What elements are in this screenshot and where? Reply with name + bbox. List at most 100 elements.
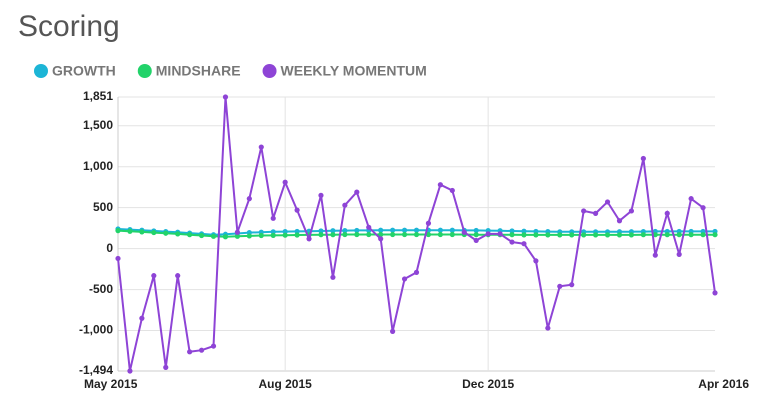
y-tick-label: 1,000 [83,159,113,173]
point [652,252,658,258]
point [318,192,324,198]
point [163,364,169,370]
legend-label: MINDSHARE [156,63,241,79]
chart-title: Scoring [18,10,120,43]
point [115,255,121,262]
point [628,232,635,238]
point [497,231,503,237]
point [688,196,694,202]
point [425,231,432,238]
point [473,227,479,234]
point [664,210,670,216]
point [569,282,575,288]
point [270,215,276,221]
point [234,233,240,239]
point [246,196,252,202]
legend-marker [137,64,152,78]
point [712,232,718,238]
point [652,232,658,238]
point [581,232,587,238]
point [330,274,336,280]
point [557,232,563,238]
point [700,232,706,238]
point [222,234,229,240]
point [676,232,682,238]
point [700,205,706,211]
legend-marker [34,64,48,78]
point [712,290,718,296]
point [545,325,551,331]
point [545,232,551,238]
point [390,328,396,334]
legend-label: GROWTH [52,63,116,79]
point [258,232,264,239]
point [294,232,300,238]
point [294,207,300,213]
point [533,232,539,238]
point [437,182,443,188]
point [557,283,563,289]
point [210,343,217,349]
point [378,236,384,242]
point [425,220,432,226]
y-tick-label: 500 [93,200,113,214]
point [533,258,539,264]
point [318,232,324,238]
point [616,218,623,224]
point [354,227,360,234]
point [198,347,205,353]
point [175,273,181,279]
point [640,155,646,162]
point [330,228,336,234]
point [378,227,384,233]
x-tick-label: Apr 2016 [698,377,749,391]
point [187,349,193,355]
point [282,179,288,185]
point [449,231,455,238]
point [569,232,575,238]
point [401,231,408,238]
x-tick-label: Dec 2015 [462,377,514,391]
point [401,276,408,282]
point [187,232,193,238]
point [234,229,240,235]
point [139,315,145,321]
point [509,228,515,234]
point [401,227,408,233]
point [413,231,420,238]
point [258,144,264,150]
point [413,227,420,233]
point [593,232,599,238]
point [282,228,288,235]
point [581,208,587,214]
legend-label: WEEKLY MOMENTUM [281,63,427,79]
point [210,233,217,239]
point [127,368,133,374]
point [318,228,324,234]
point [521,241,527,247]
y-tick-label: 0 [106,241,113,255]
point [437,227,443,233]
point [222,94,229,100]
point [151,229,157,236]
point [473,232,479,238]
point [437,231,443,238]
point [198,232,205,239]
point [509,239,515,245]
point [366,224,372,230]
point [485,231,491,237]
point [354,231,360,238]
point [127,228,133,234]
point [604,199,611,205]
y-tick-label: -500 [89,282,113,296]
point [330,232,336,238]
point [306,236,312,242]
point [139,229,145,235]
y-tick-label: 1,851 [83,89,113,103]
point [342,231,348,238]
legend: GROWTH MINDSHARE WEEKLY MOMENTUM [34,63,427,79]
point [688,232,694,238]
point [175,231,181,237]
point [366,231,372,238]
point [342,228,348,234]
